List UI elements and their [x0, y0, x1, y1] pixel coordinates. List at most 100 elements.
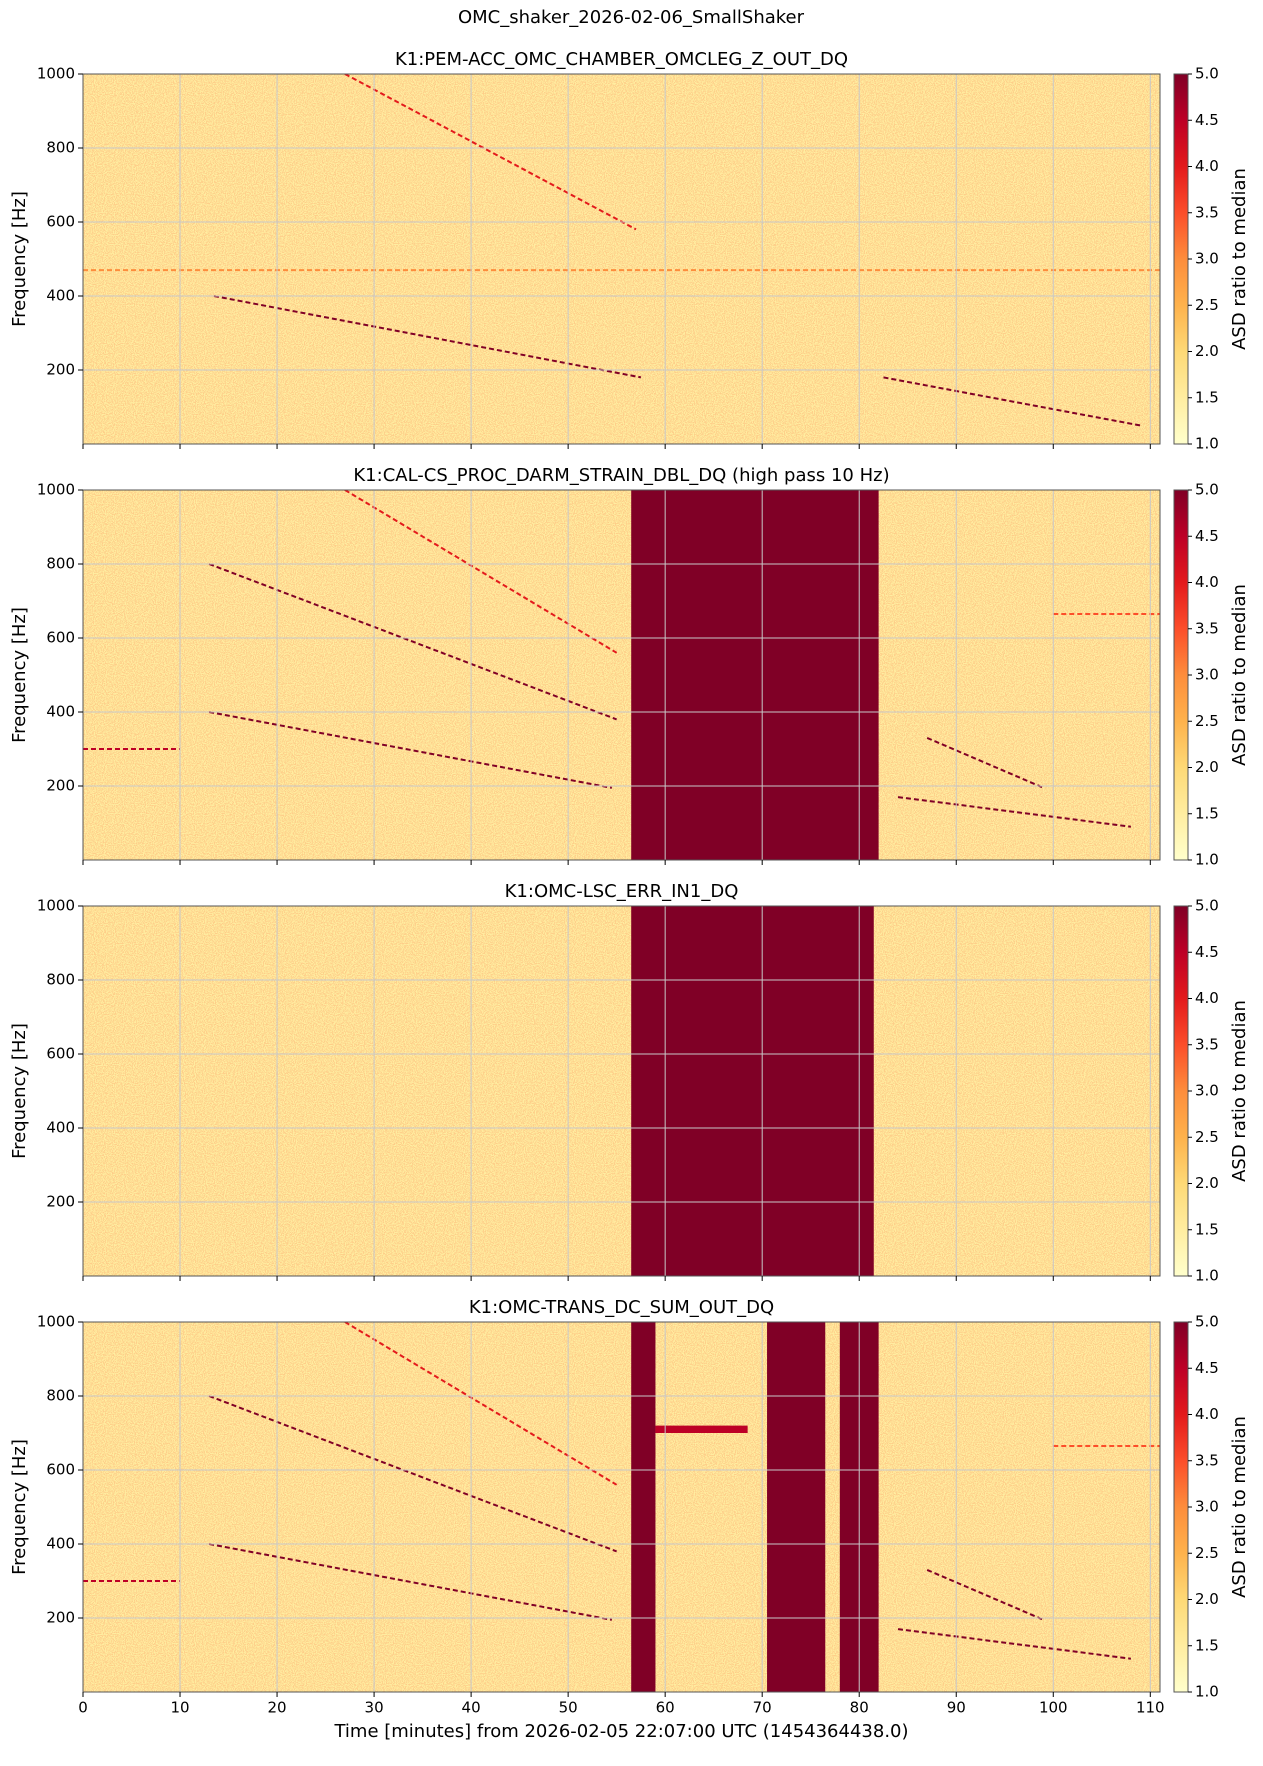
spectral-line	[926, 1568, 1044, 1621]
x-tick-label: 20	[268, 1699, 287, 1717]
colorbar	[1173, 905, 1189, 1277]
panel-title: K1:PEM-ACC_OMC_CHAMBER_OMCLEG_Z_OUT_DQ	[395, 49, 848, 70]
colorbar-tick-label: 2.0	[1195, 758, 1219, 776]
plot-frame	[82, 905, 1161, 1277]
colorbar-tick-label: 1.0	[1195, 435, 1219, 453]
x-tick-label: 50	[559, 1699, 578, 1717]
y-tick-label: 200	[46, 1193, 75, 1211]
colorbar	[1173, 489, 1189, 861]
y-tick-label: 800	[46, 139, 75, 157]
panel: 200 400 600 800 1000 K1:OMC-LSC_ERR_IN1_DQ Fre…	[9, 881, 1250, 1285]
colorbar-tick-label: 3.5	[1195, 1451, 1219, 1469]
spectral-line	[344, 1322, 618, 1486]
y-tick-label: 200	[46, 1609, 75, 1627]
y-tick-label: 400	[46, 1535, 75, 1553]
x-tick-label: 40	[462, 1699, 481, 1717]
colorbar-tick-label: 1.5	[1195, 1636, 1219, 1654]
plot-area	[83, 74, 1160, 444]
y-tick-label: 800	[46, 555, 75, 573]
colorbar-tick-label: 3.0	[1195, 250, 1219, 268]
y-tick-label: 600	[46, 213, 75, 231]
y-tick-label: 600	[46, 1045, 75, 1063]
y-axis-label: Frequency [Hz]	[9, 1439, 30, 1575]
saturated-region	[655, 1425, 748, 1433]
colorbar-tick-label: 3.5	[1195, 619, 1219, 637]
colorbar-tick-label: 4.5	[1195, 1359, 1219, 1377]
spectral-line	[926, 736, 1044, 789]
colorbar-label: ASD ratio to median	[1229, 1000, 1250, 1182]
colorbar-tick-label: 2.0	[1195, 1590, 1219, 1608]
colorbar-tick-label: 4.5	[1195, 943, 1219, 961]
colorbar-tick-label: 2.0	[1195, 342, 1219, 360]
x-tick-label: 100	[1039, 1699, 1068, 1717]
colorbar-tick-label: 4.5	[1195, 111, 1219, 129]
y-tick-label: 400	[46, 287, 75, 305]
colorbar-tick-label: 3.5	[1195, 203, 1219, 221]
spectral-line	[213, 295, 642, 379]
colorbar-tick-label: 4.5	[1195, 527, 1219, 545]
colorbar-tick-label: 3.0	[1195, 1498, 1219, 1516]
colorbar-tick-label: 3.0	[1195, 1082, 1219, 1100]
x-tick-label: 80	[850, 1699, 869, 1717]
plot-frame	[82, 73, 1161, 445]
colorbar-tick-label: 2.5	[1195, 712, 1219, 730]
spectral-line	[344, 74, 637, 231]
x-tick-label: 0	[78, 1699, 88, 1717]
colorbar-tick-label: 2.5	[1195, 1128, 1219, 1146]
noise	[83, 490, 1160, 860]
colorbar-tick-label: 5.0	[1195, 897, 1219, 915]
colorbar-tick-label: 4.0	[1195, 1405, 1219, 1423]
colorbar-tick-label: 1.5	[1195, 388, 1219, 406]
y-tick-label: 400	[46, 1119, 75, 1137]
spectral-line	[897, 1628, 1132, 1660]
colorbar-label: ASD ratio to median	[1229, 168, 1250, 350]
colorbar-label: ASD ratio to median	[1229, 1416, 1250, 1598]
y-tick-label: 200	[46, 361, 75, 379]
colorbar-tick-label: 3.5	[1195, 1035, 1219, 1053]
y-tick-label: 800	[46, 971, 75, 989]
spectral-line	[344, 490, 618, 654]
y-tick-label: 600	[46, 1461, 75, 1479]
x-tick-label: 70	[753, 1699, 772, 1717]
y-axis-label: Frequency [Hz]	[9, 191, 30, 327]
colorbar-tick-label: 1.5	[1195, 1220, 1219, 1238]
spectral-line	[208, 711, 612, 789]
noise	[83, 906, 1160, 1276]
x-tick-label: 30	[365, 1699, 384, 1717]
colorbar-tick-label: 3.0	[1195, 666, 1219, 684]
panel-title: K1:OMC-LSC_ERR_IN1_DQ	[505, 881, 739, 902]
colorbar-tick-label: 1.5	[1195, 804, 1219, 822]
y-tick-label: 400	[46, 703, 75, 721]
y-tick-label: 800	[46, 1387, 75, 1405]
colorbar-tick-label: 5.0	[1195, 1313, 1219, 1331]
colorbar-tick-label: 4.0	[1195, 573, 1219, 591]
panel: 200 400 600 800 1000 K1:PEM-ACC_OMC_CHAMBER_O…	[9, 49, 1250, 453]
y-tick-label: 1000	[37, 1313, 75, 1331]
colorbar-label: ASD ratio to median	[1229, 584, 1250, 766]
colorbar-tick-label: 2.5	[1195, 1544, 1219, 1562]
colorbar-tick-label: 5.0	[1195, 481, 1219, 499]
noise	[83, 74, 1160, 444]
plot-frame	[82, 1321, 1161, 1693]
saturated-region	[631, 906, 874, 1276]
saturated-region	[631, 490, 879, 860]
plot-area	[83, 490, 1160, 860]
colorbar-tick-label: 1.0	[1195, 851, 1219, 869]
y-axis-label: Frequency [Hz]	[9, 1023, 30, 1159]
y-tick-label: 200	[46, 777, 75, 795]
colorbar-tick-label: 1.0	[1195, 1683, 1219, 1701]
x-tick-label: 90	[947, 1699, 966, 1717]
y-tick-label: 1000	[37, 481, 75, 499]
colorbar-tick-label: 4.0	[1195, 989, 1219, 1007]
y-axis-label: Frequency [Hz]	[9, 607, 30, 743]
saturated-region	[767, 1322, 826, 1692]
colorbar-tick-label: 5.0	[1195, 65, 1219, 83]
colorbar-tick-label: 2.0	[1195, 1174, 1219, 1192]
x-tick-label: 60	[656, 1699, 675, 1717]
spectral-line	[208, 1543, 612, 1621]
plot-area	[83, 1322, 1160, 1692]
spectral-line	[883, 376, 1141, 427]
panel-title: K1:CAL-CS_PROC_DARM_STRAIN_DBL_DQ (high …	[353, 465, 889, 486]
panel: 0 10 20 30 40 50 60 70 80 90 100 110 200 400 600 800 100…	[9, 1297, 1250, 1742]
